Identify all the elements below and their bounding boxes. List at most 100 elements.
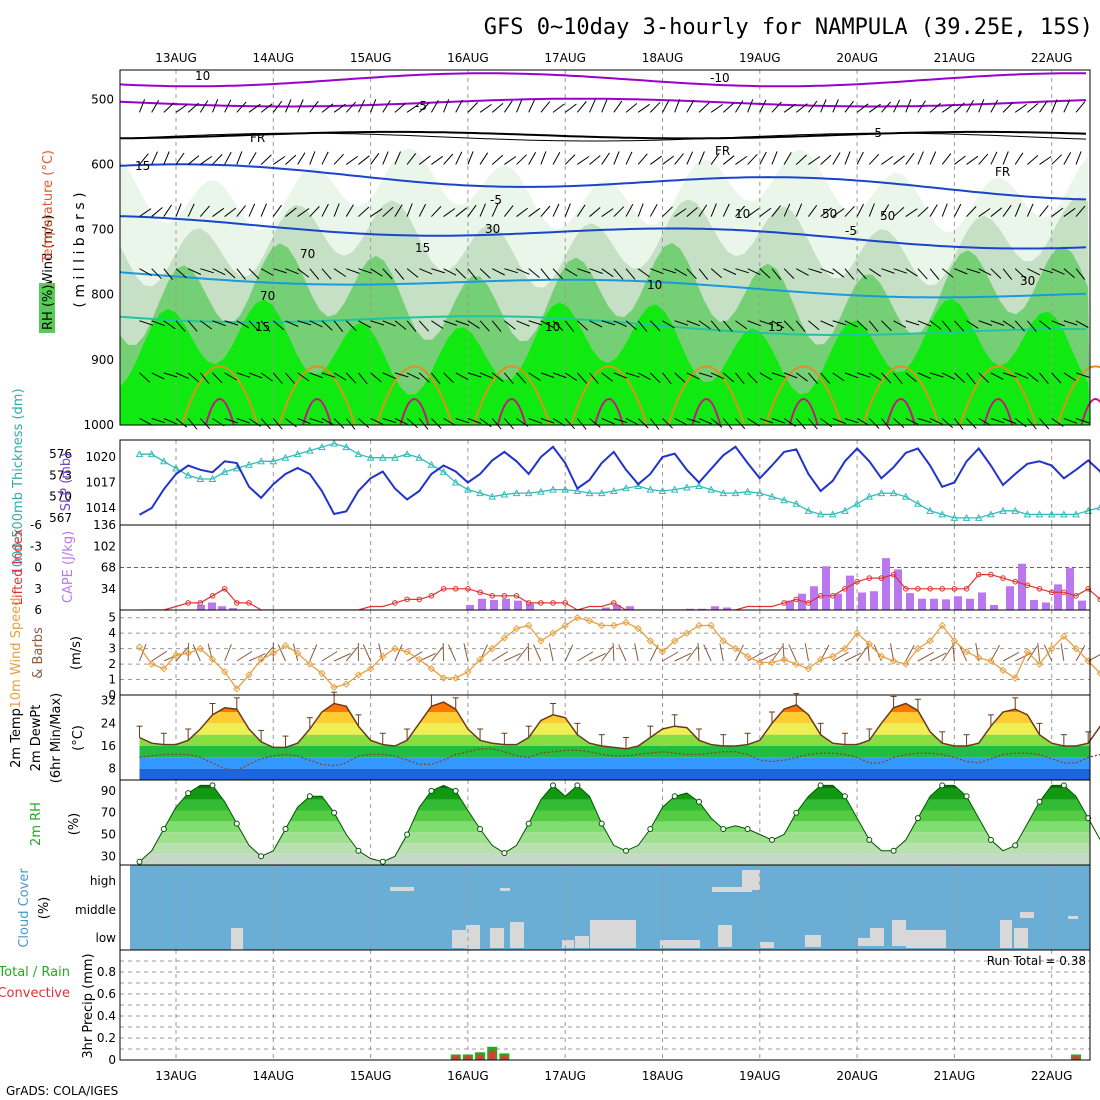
cape-bar [1030,600,1038,610]
cloud-gap [906,930,946,948]
surface-wind-barb [309,644,318,662]
wind-barb [625,418,639,426]
wind-barb [735,268,749,274]
wind-barb [710,268,723,279]
thickness-point [257,457,265,465]
wind-barb [297,208,310,217]
li-point [1097,596,1100,603]
wind-barb [224,320,239,326]
wind-barb [418,155,431,165]
surface-wind-barb [491,651,508,662]
wind-barb [224,99,232,113]
wind-barb [187,102,200,113]
wind-barb [722,155,735,165]
wind-barb [309,320,323,328]
precip-tick: 0.4 [97,1009,116,1023]
wind-barb [674,418,688,426]
rh-point [598,820,605,827]
wind-barb [236,268,246,280]
wind-barb [978,208,991,217]
wind-speed-point [293,649,302,657]
wind-barb [990,320,1005,326]
wind-barb [151,268,162,280]
surface-wind-barb [321,651,338,662]
wind-barb [1014,203,1022,217]
wind-barb [710,372,725,380]
wind-barb [613,151,620,165]
wind-barb [893,268,907,274]
wind-barb [260,103,273,113]
wind-barb [236,151,243,165]
wind-barb [455,372,469,380]
precip-convective-bar [501,1055,508,1060]
wind-barb [1063,207,1076,217]
diurnal-contour [1056,365,1100,426]
contour-label: 30 [485,222,500,236]
cape-bar [894,569,902,610]
wind-barb [990,372,1004,380]
date-label-bottom: 16AUG [447,1069,489,1083]
wind-barb [795,320,806,333]
wind-barb [917,206,929,217]
wind-barb [1063,372,1076,381]
wind-barb [516,320,530,327]
thickness-point [719,489,728,497]
wind-barb [613,206,625,217]
li-point [538,600,544,606]
wind-barb [966,268,981,274]
wind-speed-point [926,637,934,645]
wind-barb [674,208,687,217]
wind-barb [491,372,504,382]
wind-barb [722,372,735,383]
wind-barb [747,99,754,113]
panel-frame [119,69,1091,426]
thickness-point [415,453,424,461]
wind-barb [540,320,554,328]
wind-barb [370,152,380,165]
wind-barb [844,100,854,113]
li-point [842,586,848,592]
wind-barb [272,100,283,113]
wind-speed-point [269,649,278,657]
wind-barb [248,268,260,279]
wind-barb [674,153,684,165]
thickness-point [537,487,545,495]
contour-label: -5 [845,224,857,238]
contour-label: -5 [415,99,427,113]
date-label-top: 17AUG [544,51,586,65]
wind-barb [248,103,261,113]
thickness-point [634,481,643,490]
li-point [513,593,520,599]
wind-barb [990,418,1005,424]
wind-speed-point [135,643,144,651]
thickness-point [488,492,497,500]
wind-barb [467,151,474,165]
wind-barb [966,418,977,429]
surface-wind-barb [686,646,698,662]
wind-barb [151,372,165,380]
cloud-gap [490,928,504,948]
thickness-point [573,486,582,494]
wind-barb [443,268,457,276]
wind-tick: 2 [108,657,116,671]
thickness-point [841,506,849,514]
wind-barb [795,103,808,113]
thickness-point [561,485,570,493]
rh-point [963,793,970,800]
wind-barb [321,418,335,426]
credit-text: GrADS: COLA/IGES [6,1084,118,1098]
wind-barb [175,152,185,165]
wind-barb [552,151,561,165]
wind-barb [832,418,846,425]
wind-barb [528,152,537,165]
temp-band [139,768,1090,780]
wind-barb [941,418,954,429]
wind-barb [467,372,482,378]
wind-barb [504,156,517,165]
upper-air-ylabels: Wind (m/s) Temperature (°C) RH (%) ( m i… [39,150,88,333]
wind-barb [966,99,974,113]
cape-bar [858,592,866,610]
diurnal-contour [861,365,940,426]
wind-barb [905,418,919,425]
wind-barb [321,203,329,217]
